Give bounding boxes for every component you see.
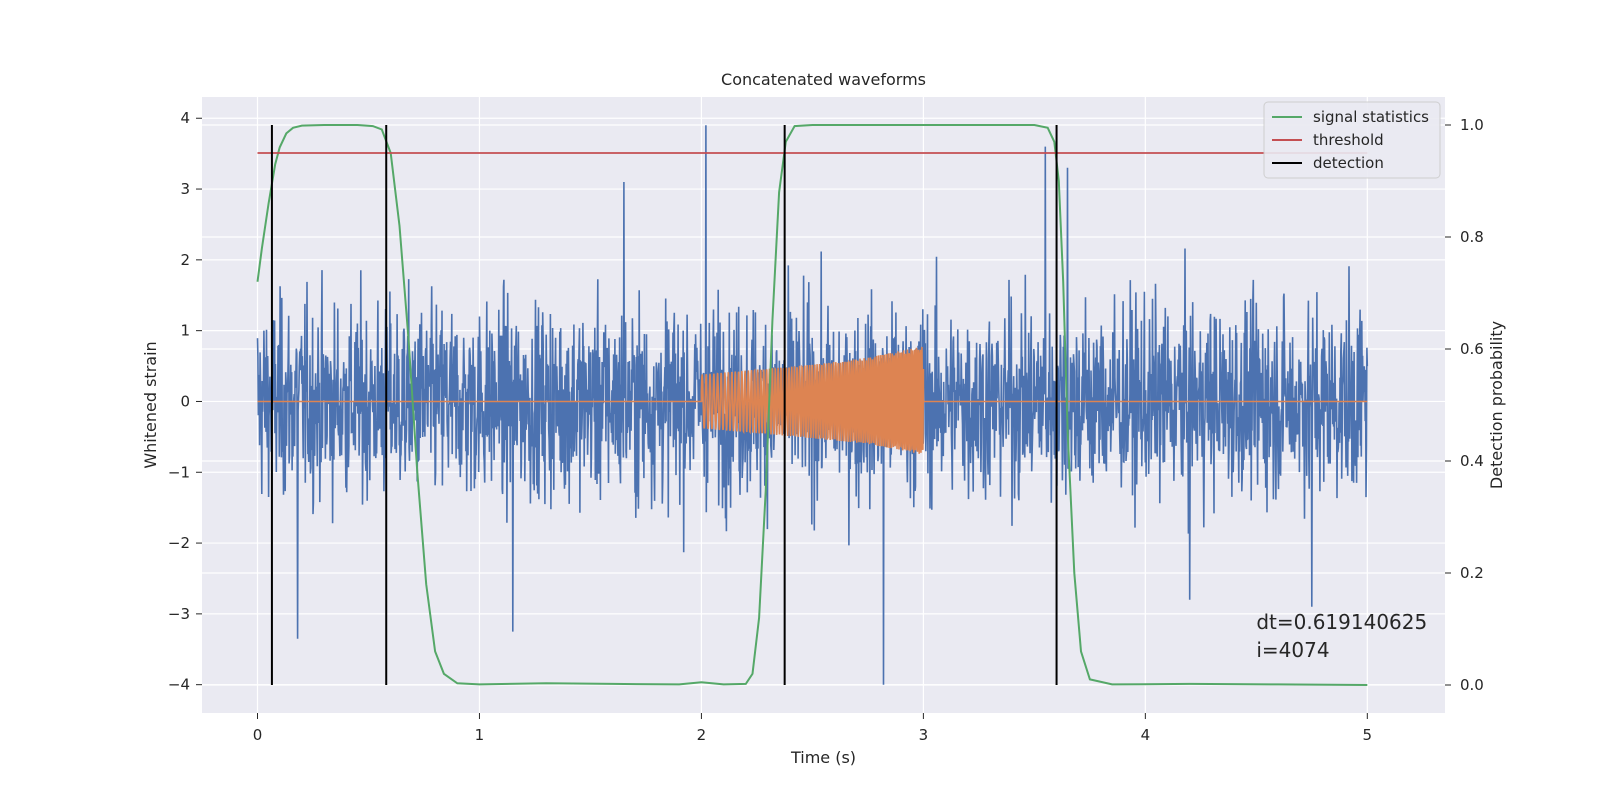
x-tick-label: 3: [919, 726, 929, 744]
y-axis-right-label: Detection probability: [1487, 321, 1506, 489]
y-tick-label: 4: [180, 109, 190, 127]
y-right-tick-label: 1.0: [1460, 116, 1484, 134]
y-right-tick-label: 0.6: [1460, 340, 1484, 358]
annotation-line: i=4074: [1256, 638, 1329, 662]
x-tick-label: 0: [253, 726, 263, 744]
legend-label: detection: [1313, 154, 1384, 172]
x-tick-label: 5: [1363, 726, 1373, 744]
signal-statistics-line: [256, 124, 1368, 686]
y-tick-label: −4: [168, 676, 190, 694]
y-tick-label: 1: [180, 322, 190, 340]
chart-title: Concatenated waveforms: [721, 70, 926, 89]
y-tick-label: 3: [180, 180, 190, 198]
x-tick-label: 2: [697, 726, 707, 744]
x-axis-label: Time (s): [790, 748, 856, 767]
legend-label: signal statistics: [1313, 108, 1429, 126]
y-right-tick-label: 0.2: [1460, 564, 1484, 582]
y-right-tick-label: 0.0: [1460, 676, 1484, 694]
legend: signal statistics threshold detection: [1263, 101, 1441, 179]
y-tick-label: −2: [168, 534, 190, 552]
legend-box: [1263, 101, 1441, 179]
y-tick-label: 2: [180, 251, 190, 269]
waveform-line: [257, 346, 1368, 454]
y-tick-label: −1: [168, 463, 190, 481]
y-right-tick-label: 0.8: [1460, 228, 1484, 246]
y-tick-label: 0: [180, 392, 190, 410]
annotation: dt=0.619140625 i=4074: [1256, 610, 1427, 662]
annotation-line: dt=0.619140625: [1256, 610, 1427, 634]
y-axis-label: Whitened strain: [141, 341, 160, 468]
x-tick-label: 4: [1141, 726, 1151, 744]
x-tick-label: 1: [475, 726, 485, 744]
legend-label: threshold: [1313, 131, 1384, 149]
y-tick-label: −3: [168, 605, 190, 623]
y-right-tick-label: 0.4: [1460, 452, 1484, 470]
